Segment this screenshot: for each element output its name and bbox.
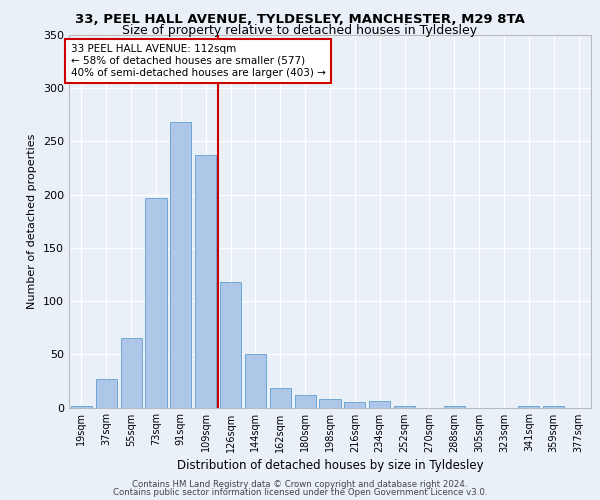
Bar bbox=[220, 282, 241, 408]
Text: 33 PEEL HALL AVENUE: 112sqm
← 58% of detached houses are smaller (577)
40% of se: 33 PEEL HALL AVENUE: 112sqm ← 58% of det… bbox=[71, 44, 325, 78]
Bar bbox=[518, 406, 539, 408]
Bar bbox=[96, 379, 117, 408]
Bar bbox=[270, 388, 291, 407]
Y-axis label: Number of detached properties: Number of detached properties bbox=[28, 134, 37, 309]
Bar bbox=[145, 198, 167, 408]
Bar bbox=[71, 406, 92, 408]
Bar bbox=[543, 406, 564, 408]
Bar bbox=[344, 402, 365, 407]
Bar bbox=[394, 406, 415, 408]
Text: Contains public sector information licensed under the Open Government Licence v3: Contains public sector information licen… bbox=[113, 488, 487, 497]
Bar bbox=[444, 406, 465, 408]
Bar bbox=[295, 394, 316, 407]
Text: Contains HM Land Registry data © Crown copyright and database right 2024.: Contains HM Land Registry data © Crown c… bbox=[132, 480, 468, 489]
Bar bbox=[245, 354, 266, 408]
Text: Size of property relative to detached houses in Tyldesley: Size of property relative to detached ho… bbox=[122, 24, 478, 37]
Bar bbox=[369, 401, 390, 407]
Bar bbox=[121, 338, 142, 407]
Bar bbox=[319, 399, 341, 407]
Text: 33, PEEL HALL AVENUE, TYLDESLEY, MANCHESTER, M29 8TA: 33, PEEL HALL AVENUE, TYLDESLEY, MANCHES… bbox=[75, 13, 525, 26]
X-axis label: Distribution of detached houses by size in Tyldesley: Distribution of detached houses by size … bbox=[176, 459, 484, 472]
Bar bbox=[195, 156, 216, 408]
Bar bbox=[170, 122, 191, 408]
